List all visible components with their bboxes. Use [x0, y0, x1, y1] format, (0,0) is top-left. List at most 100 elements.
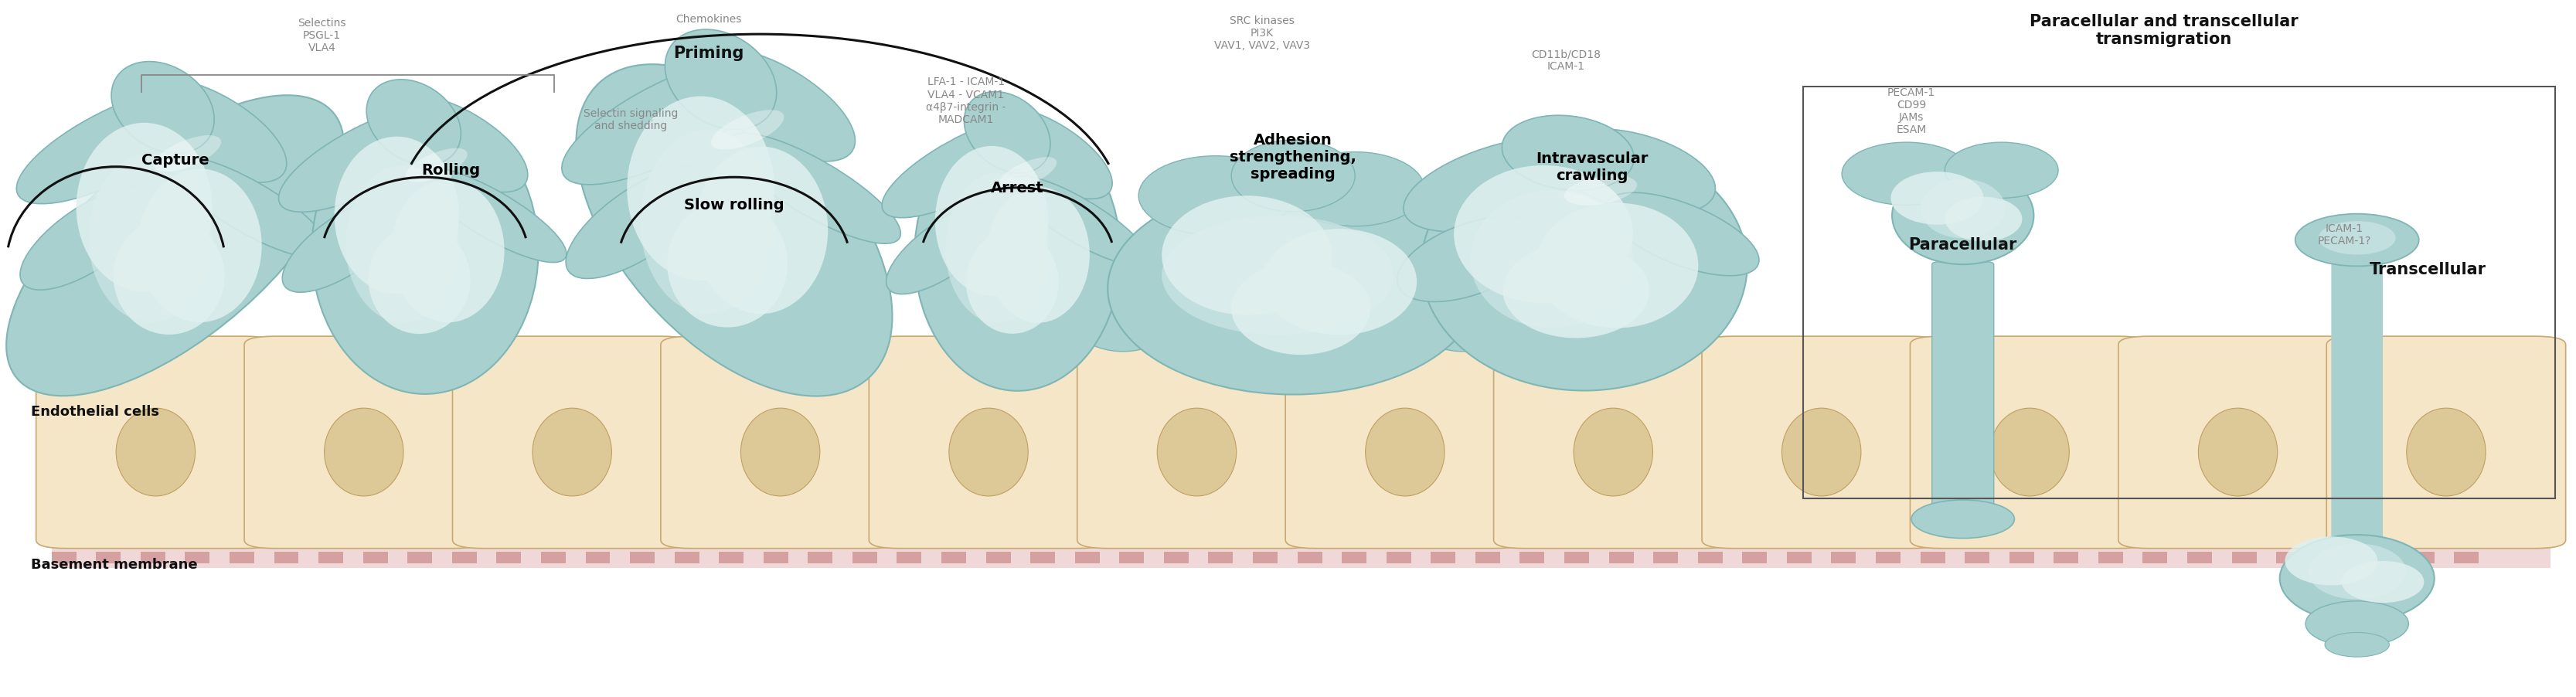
Bar — [1342, 551, 1368, 563]
Ellipse shape — [533, 408, 611, 496]
Bar — [1355, 532, 1381, 544]
Ellipse shape — [420, 169, 567, 263]
Bar — [1030, 512, 1056, 524]
Bar — [1710, 532, 1736, 544]
Bar — [2365, 512, 2391, 524]
Ellipse shape — [711, 111, 783, 150]
Bar — [631, 551, 654, 563]
FancyBboxPatch shape — [245, 337, 484, 549]
FancyBboxPatch shape — [2331, 221, 2383, 546]
Ellipse shape — [1922, 179, 2007, 238]
Text: Priming: Priming — [672, 45, 744, 61]
Bar — [2099, 512, 2123, 524]
Bar — [953, 532, 979, 544]
Bar — [940, 551, 966, 563]
Ellipse shape — [312, 109, 538, 395]
Ellipse shape — [1422, 141, 1747, 391]
Bar — [1221, 532, 1247, 544]
Bar — [1298, 512, 1321, 524]
Ellipse shape — [368, 226, 471, 335]
Ellipse shape — [1010, 176, 1149, 266]
Bar — [1667, 532, 1690, 544]
Ellipse shape — [914, 119, 1121, 391]
Bar — [2053, 512, 2079, 524]
Ellipse shape — [2280, 535, 2434, 622]
Bar — [688, 532, 711, 544]
Text: Transcellular: Transcellular — [2370, 261, 2486, 277]
Bar — [1430, 512, 1455, 524]
Bar — [1121, 512, 1144, 524]
Ellipse shape — [15, 89, 211, 204]
Text: Endothelial cells: Endothelial cells — [31, 404, 160, 418]
Bar — [185, 512, 209, 524]
Bar — [2066, 532, 2092, 544]
Bar — [1386, 512, 1412, 524]
Text: Rolling: Rolling — [422, 163, 479, 178]
Ellipse shape — [577, 65, 891, 397]
Bar — [1610, 512, 1633, 524]
Ellipse shape — [2326, 633, 2391, 657]
Bar — [585, 551, 611, 563]
Bar — [273, 551, 299, 563]
Bar — [497, 551, 520, 563]
Ellipse shape — [1453, 166, 1633, 303]
Bar — [1919, 551, 1945, 563]
Text: Selectins
PSGL-1
VLA4: Selectins PSGL-1 VLA4 — [299, 17, 345, 53]
Bar — [242, 532, 268, 544]
Bar — [1533, 532, 1558, 544]
Ellipse shape — [2342, 561, 2424, 603]
Bar — [2277, 551, 2300, 563]
Bar — [142, 551, 165, 563]
Text: Slow rolling: Slow rolling — [685, 198, 783, 213]
Bar — [1265, 532, 1291, 544]
Bar — [999, 532, 1023, 544]
Ellipse shape — [1891, 172, 1984, 225]
Ellipse shape — [1231, 262, 1370, 355]
Bar — [2455, 512, 2478, 524]
Bar — [909, 532, 935, 544]
Bar — [1030, 551, 1056, 563]
Ellipse shape — [984, 107, 1113, 199]
Ellipse shape — [77, 123, 211, 292]
Bar — [2321, 512, 2347, 524]
FancyBboxPatch shape — [2326, 337, 2566, 549]
Bar — [319, 512, 343, 524]
Bar — [896, 551, 922, 563]
Text: PECAM-1
CD99
JAMs
ESAM: PECAM-1 CD99 JAMs ESAM — [1888, 87, 1935, 135]
Ellipse shape — [1231, 141, 1355, 212]
Bar — [1208, 512, 1234, 524]
Bar — [1430, 551, 1455, 563]
Bar — [2421, 532, 2447, 544]
Bar — [1520, 512, 1546, 524]
Bar — [2112, 532, 2136, 544]
Bar — [1564, 512, 1589, 524]
Ellipse shape — [963, 92, 1051, 174]
Bar — [987, 512, 1010, 524]
Bar — [142, 512, 165, 524]
Ellipse shape — [641, 130, 775, 314]
Ellipse shape — [742, 408, 819, 496]
Bar — [1476, 551, 1499, 563]
Bar — [451, 512, 477, 524]
Ellipse shape — [693, 49, 855, 162]
Bar — [732, 532, 757, 544]
Bar — [2022, 532, 2048, 544]
Ellipse shape — [404, 148, 466, 183]
Bar — [1623, 532, 1646, 544]
Bar — [2231, 551, 2257, 563]
Ellipse shape — [392, 96, 528, 192]
FancyBboxPatch shape — [36, 337, 276, 549]
Ellipse shape — [1893, 167, 2035, 265]
Bar — [940, 512, 966, 524]
Ellipse shape — [2285, 537, 2378, 585]
Ellipse shape — [1139, 156, 1293, 236]
Bar — [52, 509, 2550, 568]
Text: Paracellular: Paracellular — [1909, 237, 2017, 252]
Bar — [1121, 551, 1144, 563]
Bar — [2009, 512, 2035, 524]
Ellipse shape — [139, 79, 286, 183]
Bar — [332, 532, 355, 544]
Ellipse shape — [113, 218, 224, 335]
Bar — [376, 532, 402, 544]
Bar — [1888, 532, 1914, 544]
